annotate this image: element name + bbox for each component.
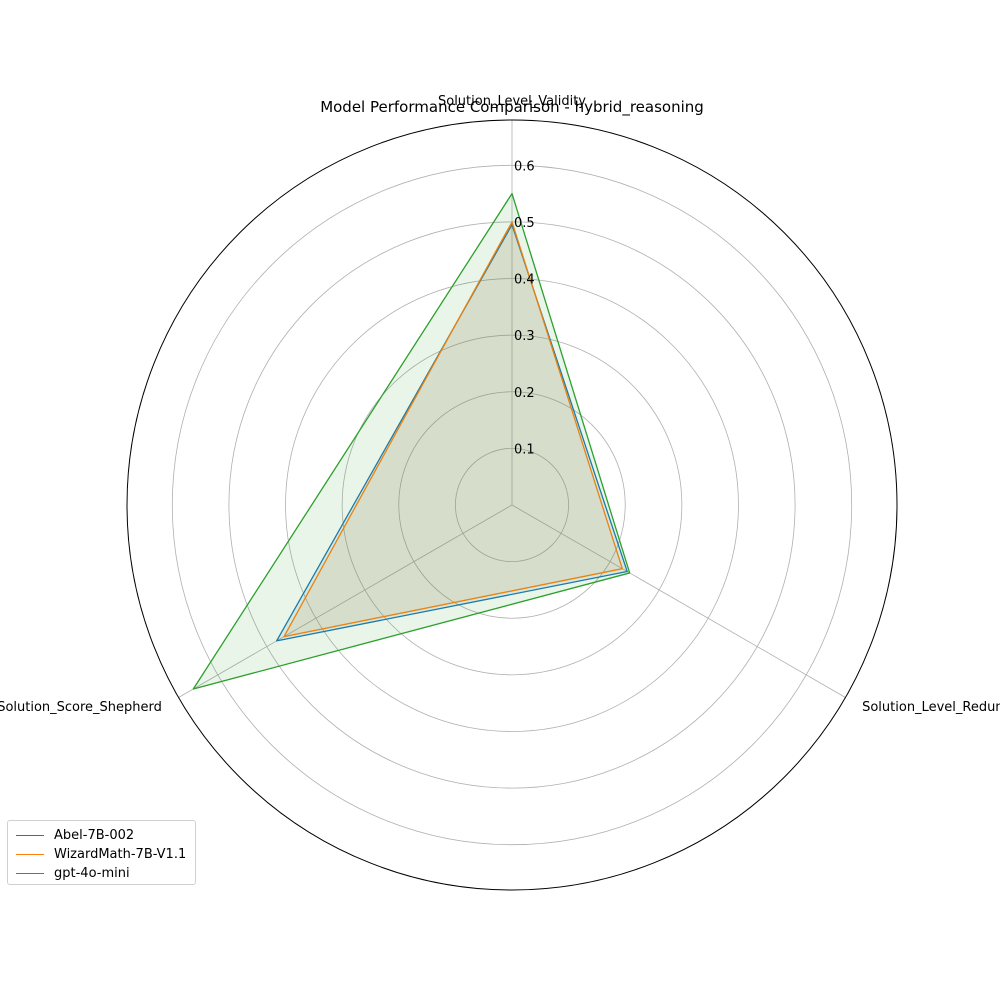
outer-frame — [126, 119, 898, 891]
r-tick-label-0: 0.1 — [514, 442, 535, 457]
r-tick-label-5: 0.6 — [514, 159, 535, 174]
radar-series — [192, 192, 631, 690]
axis-label-1: Solution_Level_Redundancy — [862, 700, 1000, 715]
radar-labels: 0.1 0.2 0.3 0.4 0.5 0.6 Solution_Level_Validit… — [0, 94, 1000, 715]
legend-label-0: Abel-7B-002 — [54, 828, 135, 843]
axis-label-0: Solution_Level_Validity — [438, 94, 586, 109]
legend-item-2: gpt-4o-mini — [16, 864, 195, 883]
legend-label-2: gpt-4o-mini — [54, 866, 130, 881]
axis-label-2: Solution_Score_Shepherd — [0, 700, 162, 715]
legend-label-1: WizardMath-7B-V1.1 — [54, 847, 187, 862]
series-fill-0 — [276, 224, 628, 641]
r-tick-label-2: 0.3 — [514, 329, 535, 344]
series-line-2 — [192, 192, 631, 690]
series-line-0 — [275, 224, 628, 642]
r-tick-label-4: 0.5 — [514, 216, 535, 231]
series-fill-2 — [193, 193, 630, 690]
series-fill-1 — [284, 221, 623, 637]
chart-legend: Abel-7B-002 WizardMath-7B-V1.1 gpt-4o-mi… — [7, 820, 196, 885]
r-tick-label-1: 0.2 — [514, 386, 535, 401]
grid-spoke-2 — [178, 504, 513, 698]
legend-swatch-2 — [16, 873, 44, 874]
series-line-1 — [283, 221, 623, 638]
legend-swatch-0 — [16, 835, 44, 836]
legend-swatch-1 — [16, 854, 44, 855]
grid-spoke-1 — [511, 504, 846, 698]
legend-item-1: WizardMath-7B-V1.1 — [16, 845, 195, 864]
legend-item-0: Abel-7B-002 — [16, 826, 195, 845]
chart-title: Model Performance Comparison - hybrid_re… — [320, 98, 704, 117]
r-tick-label-3: 0.4 — [514, 273, 535, 288]
